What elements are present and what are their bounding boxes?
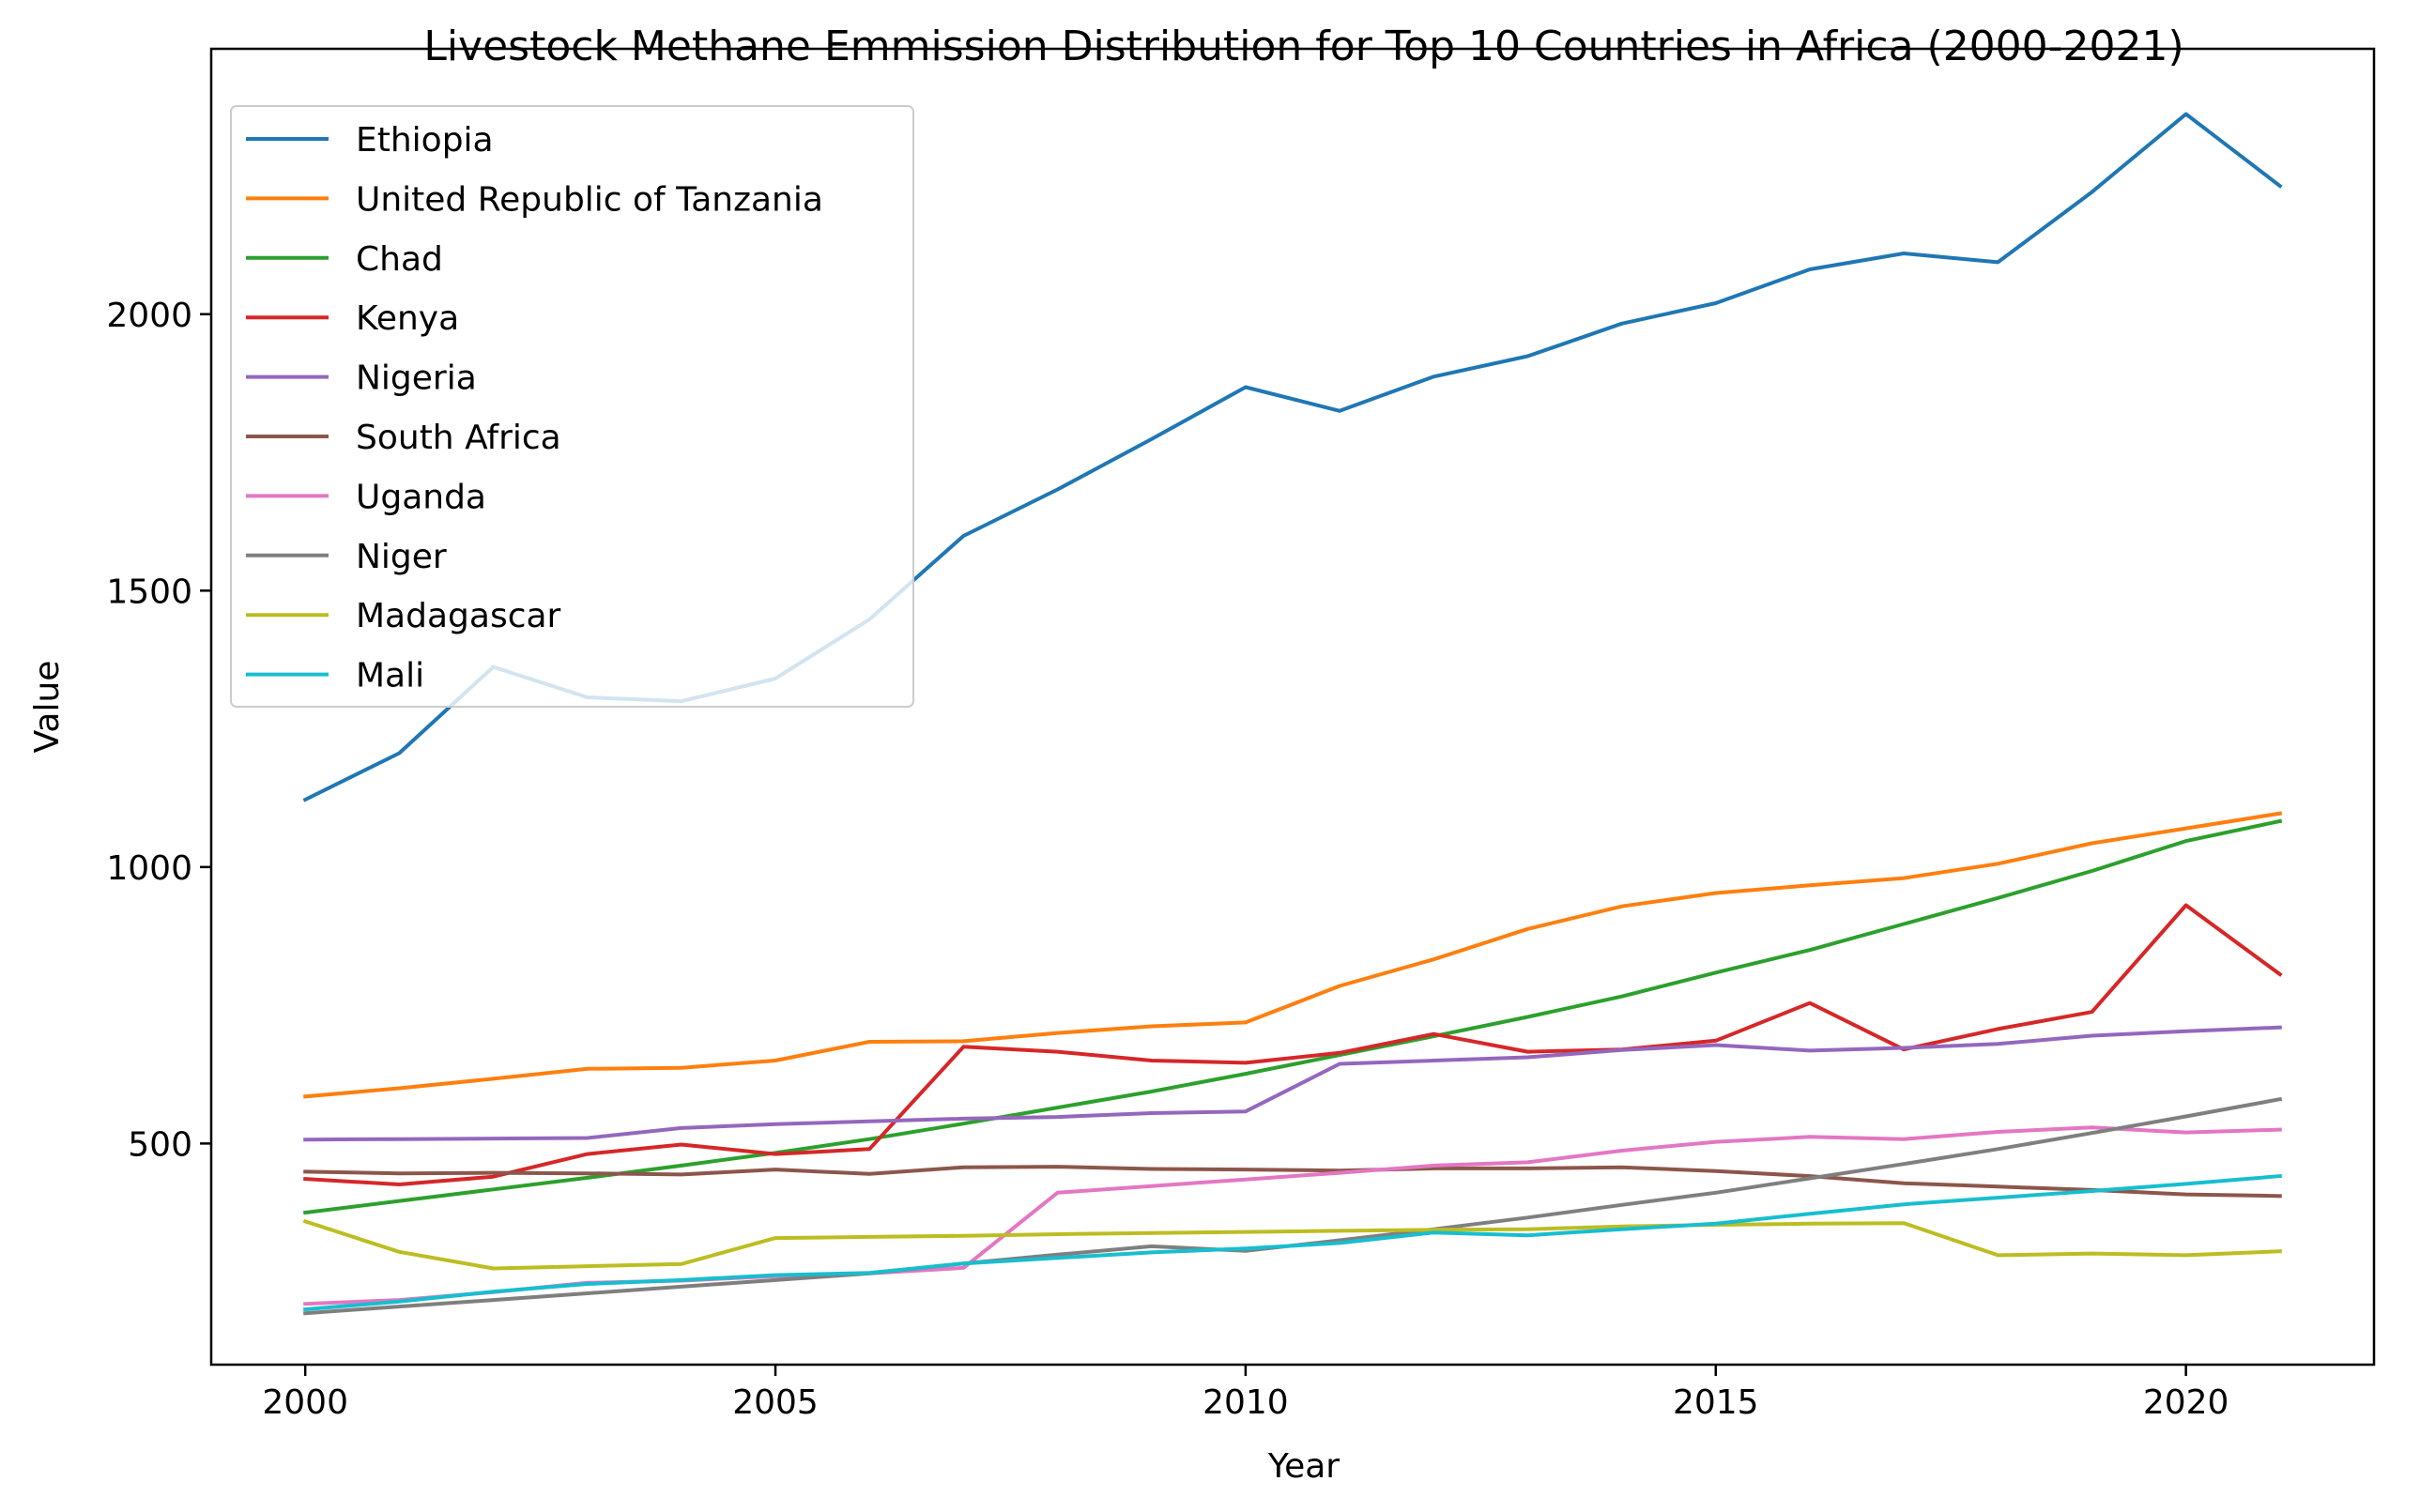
legend-label: Madagascar [356, 597, 561, 635]
series-line-5 [303, 1165, 2282, 1199]
legend: Ethiopia United Republic of Tanzania Chad K… [230, 105, 914, 708]
y-tick-label: 1000 [106, 849, 192, 888]
legend-label: Niger [356, 538, 447, 576]
x-tick-label: 2000 [262, 1383, 348, 1422]
y-tick-label: 1500 [106, 573, 192, 611]
legend-entries: Ethiopia United Republic of Tanzania Chad K… [246, 121, 823, 695]
x-tick-label: 2005 [732, 1383, 819, 1422]
series-line-1 [303, 811, 2283, 1099]
legend-label: South Africa [356, 419, 561, 457]
legend-label: Mali [356, 657, 424, 695]
legend-label: United Republic of Tanzania [356, 180, 823, 219]
y-axis-ticks: 500 1000 1500 2000 [106, 297, 211, 1164]
legend-label: Nigeria [356, 359, 477, 398]
chart-title: Livestock Methane Emmission Distribution… [423, 23, 2183, 70]
series-line-8 [302, 1218, 2282, 1271]
x-axis-label: Year [1267, 1447, 1340, 1486]
plot-area [209, 47, 2376, 1367]
legend-label: Chad [356, 240, 443, 279]
axes-frame [209, 47, 2376, 1367]
legend-label: Kenya [356, 299, 459, 338]
x-tick-label: 2020 [2143, 1383, 2229, 1422]
x-axis-ticks: 2000 2005 2010 2015 2020 [262, 1365, 2229, 1422]
x-tick-label: 2015 [1673, 1383, 1759, 1422]
y-axis-label: Value [28, 661, 67, 754]
legend-box [230, 105, 914, 708]
series-line-2 [302, 818, 2283, 1215]
series-line-4 [303, 1025, 2282, 1142]
x-tick-label: 2010 [1202, 1383, 1289, 1422]
legend-label: Ethiopia [356, 121, 494, 160]
y-tick-label: 2000 [106, 297, 192, 335]
series-line-3 [303, 903, 2283, 1186]
series-line-9 [303, 1173, 2282, 1312]
y-tick-label: 500 [128, 1125, 192, 1164]
legend-label: Uganda [356, 478, 486, 516]
